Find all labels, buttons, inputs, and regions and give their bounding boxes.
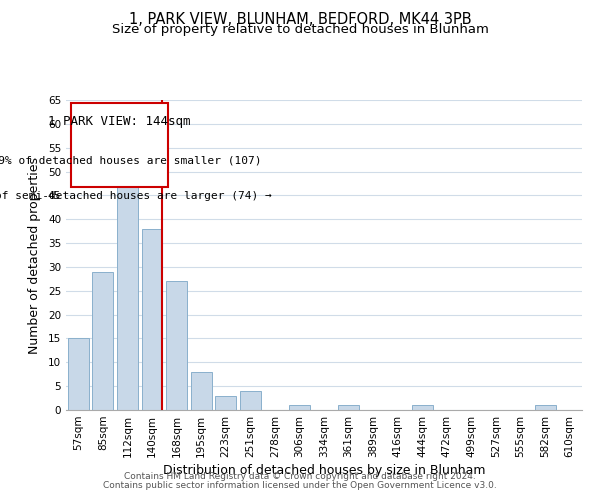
Bar [215, 396, 236, 410]
Y-axis label: Number of detached properties: Number of detached properties [28, 156, 41, 354]
Bar [117, 157, 138, 410]
Bar [166, 281, 187, 410]
Bar [535, 405, 556, 410]
X-axis label: Distribution of detached houses by size in Blunham: Distribution of detached houses by size … [163, 464, 485, 477]
Text: Contains public sector information licensed under the Open Government Licence v3: Contains public sector information licen… [103, 481, 497, 490]
Text: 41% of semi-detached houses are larger (74) →: 41% of semi-detached houses are larger (… [0, 192, 271, 202]
Bar [289, 405, 310, 410]
Bar [240, 391, 261, 410]
Text: 1 PARK VIEW: 144sqm: 1 PARK VIEW: 144sqm [48, 116, 191, 128]
FancyBboxPatch shape [71, 103, 167, 187]
Bar [191, 372, 212, 410]
Text: ← 59% of detached houses are smaller (107): ← 59% of detached houses are smaller (10… [0, 156, 261, 166]
Bar [338, 405, 359, 410]
Bar [412, 405, 433, 410]
Bar [142, 229, 163, 410]
Bar [92, 272, 113, 410]
Text: Contains HM Land Registry data © Crown copyright and database right 2024.: Contains HM Land Registry data © Crown c… [124, 472, 476, 481]
Text: 1, PARK VIEW, BLUNHAM, BEDFORD, MK44 3PB: 1, PARK VIEW, BLUNHAM, BEDFORD, MK44 3PB [128, 12, 472, 28]
Text: Size of property relative to detached houses in Blunham: Size of property relative to detached ho… [112, 22, 488, 36]
Bar [68, 338, 89, 410]
